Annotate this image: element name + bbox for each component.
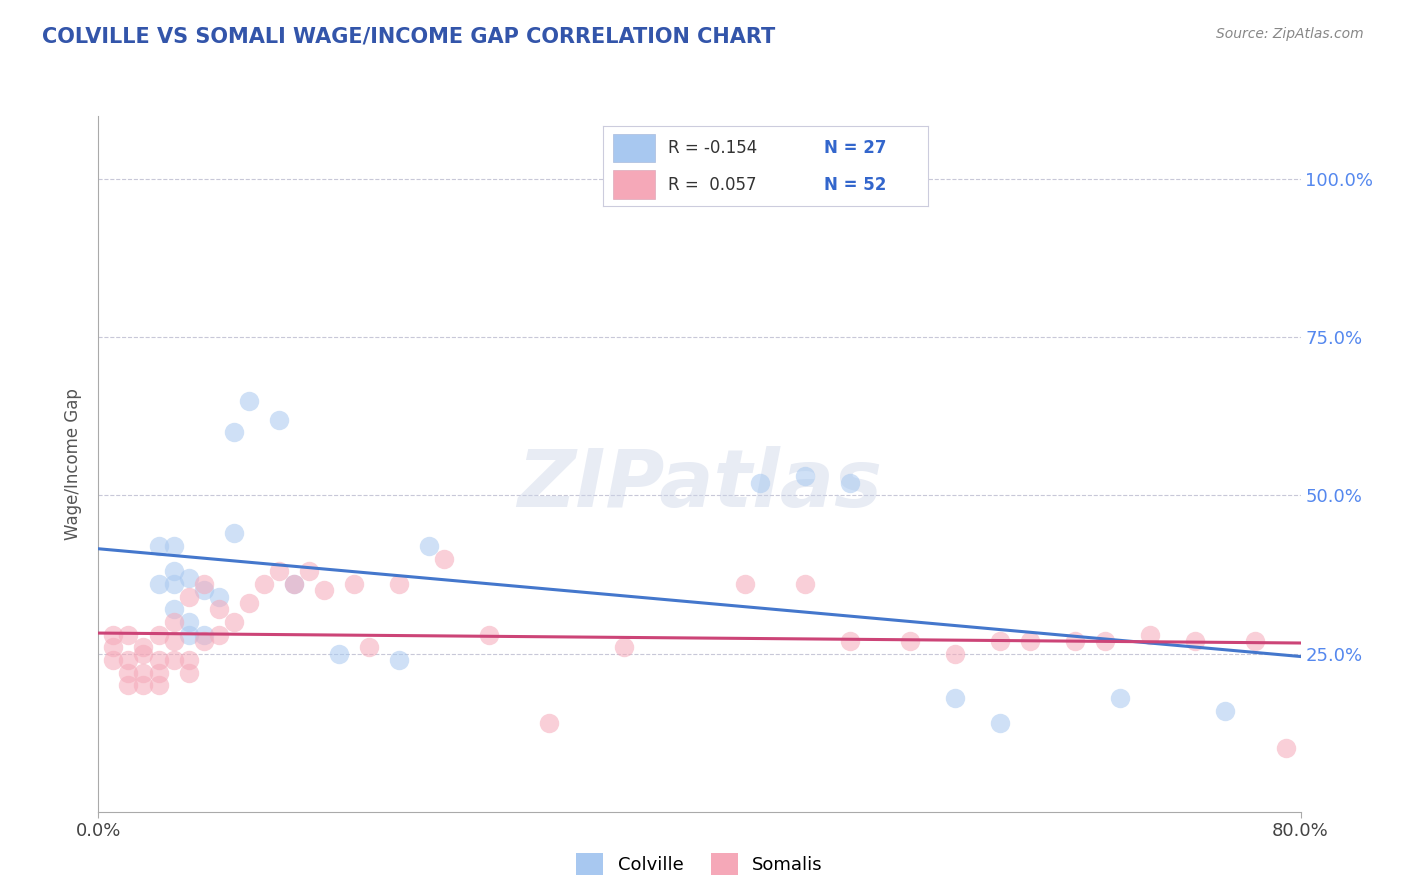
Point <box>117 665 139 680</box>
Point <box>943 690 966 705</box>
Point <box>222 615 245 629</box>
Point <box>162 539 184 553</box>
Point <box>1094 634 1116 648</box>
Point <box>132 640 155 655</box>
Point <box>177 627 200 641</box>
Point <box>177 665 200 680</box>
Point <box>838 634 860 648</box>
Point <box>388 653 411 667</box>
Bar <box>613 170 655 199</box>
Point <box>177 571 200 585</box>
Text: R =  0.057: R = 0.057 <box>668 176 756 194</box>
Point <box>193 634 215 648</box>
Point <box>328 647 350 661</box>
Point <box>988 634 1011 648</box>
Point <box>132 665 155 680</box>
Point <box>943 647 966 661</box>
Point <box>793 469 815 483</box>
Point <box>162 602 184 616</box>
Text: COLVILLE VS SOMALI WAGE/INCOME GAP CORRELATION CHART: COLVILLE VS SOMALI WAGE/INCOME GAP CORRE… <box>42 27 776 46</box>
Point <box>208 602 231 616</box>
Point <box>132 678 155 692</box>
Point <box>208 627 231 641</box>
Y-axis label: Wage/Income Gap: Wage/Income Gap <box>65 388 83 540</box>
Point <box>1184 634 1206 648</box>
Point <box>193 577 215 591</box>
Point <box>898 634 921 648</box>
Text: ZIPatlas: ZIPatlas <box>517 446 882 524</box>
Point <box>1244 634 1267 648</box>
Point <box>117 627 139 641</box>
Point <box>283 577 305 591</box>
Point <box>1019 634 1042 648</box>
Point <box>538 716 561 731</box>
Text: Source: ZipAtlas.com: Source: ZipAtlas.com <box>1216 27 1364 41</box>
Point <box>162 615 184 629</box>
Point <box>1064 634 1087 648</box>
Point <box>162 653 184 667</box>
Point <box>208 590 231 604</box>
Point <box>238 596 260 610</box>
Point <box>222 526 245 541</box>
Point <box>613 640 636 655</box>
Point <box>193 627 215 641</box>
Point <box>177 615 200 629</box>
Text: R = -0.154: R = -0.154 <box>668 139 758 157</box>
Point <box>148 577 170 591</box>
Point <box>162 577 184 591</box>
Point <box>748 475 770 490</box>
Text: N = 27: N = 27 <box>824 139 887 157</box>
Point <box>988 716 1011 731</box>
Text: N = 52: N = 52 <box>824 176 886 194</box>
Point <box>298 565 321 579</box>
Point <box>1274 741 1296 756</box>
Point <box>132 647 155 661</box>
Point <box>1109 690 1132 705</box>
Point <box>478 627 501 641</box>
Point <box>343 577 366 591</box>
Point <box>103 653 125 667</box>
Point <box>238 393 260 408</box>
Point <box>117 678 139 692</box>
Point <box>388 577 411 591</box>
Point <box>312 583 335 598</box>
Point <box>1215 704 1237 718</box>
Point <box>103 640 125 655</box>
Point <box>253 577 276 591</box>
Bar <box>613 134 655 162</box>
Point <box>267 565 290 579</box>
Point <box>283 577 305 591</box>
Point <box>177 653 200 667</box>
Point <box>148 665 170 680</box>
Point <box>148 678 170 692</box>
Point <box>1139 627 1161 641</box>
Point <box>117 653 139 667</box>
Point <box>734 577 756 591</box>
Point <box>148 539 170 553</box>
Point <box>418 539 440 553</box>
Point <box>357 640 380 655</box>
Point <box>433 551 456 566</box>
Point <box>177 590 200 604</box>
Point <box>193 583 215 598</box>
Point <box>222 425 245 440</box>
Point <box>162 565 184 579</box>
Point <box>148 627 170 641</box>
Point <box>267 412 290 426</box>
Point <box>838 475 860 490</box>
Legend: Colville, Somalis: Colville, Somalis <box>569 847 830 883</box>
Point <box>103 627 125 641</box>
Point <box>162 634 184 648</box>
Point <box>793 577 815 591</box>
Point <box>148 653 170 667</box>
